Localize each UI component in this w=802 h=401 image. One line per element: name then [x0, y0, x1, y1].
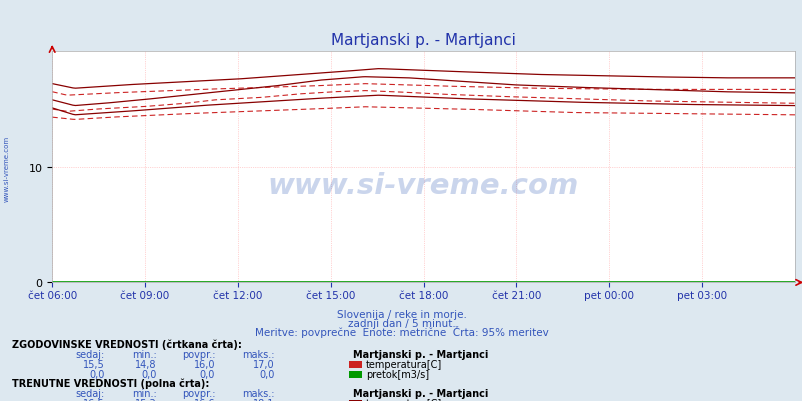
Text: www.si-vreme.com: www.si-vreme.com	[3, 136, 10, 201]
Text: 0,0: 0,0	[259, 369, 274, 379]
Text: 16,6: 16,6	[193, 398, 215, 401]
Text: sedaj:: sedaj:	[75, 349, 104, 359]
Text: 15,5: 15,5	[83, 359, 104, 369]
Text: zadnji dan / 5 minut.: zadnji dan / 5 minut.	[347, 318, 455, 328]
Text: ZGODOVINSKE VREDNOSTI (črtkana črta):: ZGODOVINSKE VREDNOSTI (črtkana črta):	[12, 338, 241, 349]
Text: 0,0: 0,0	[200, 369, 215, 379]
Text: maks.:: maks.:	[242, 349, 274, 359]
Text: Martjanski p. - Martjanci: Martjanski p. - Martjanci	[353, 388, 488, 398]
Text: 0,0: 0,0	[89, 369, 104, 379]
Title: Martjanski p. - Martjanci: Martjanski p. - Martjanci	[330, 33, 516, 48]
Text: povpr.:: povpr.:	[181, 349, 215, 359]
Text: min.:: min.:	[132, 388, 156, 398]
Text: www.si-vreme.com: www.si-vreme.com	[268, 172, 578, 200]
Text: sedaj:: sedaj:	[75, 388, 104, 398]
Text: povpr.:: povpr.:	[181, 388, 215, 398]
Text: 15,3: 15,3	[135, 398, 156, 401]
Text: 18,1: 18,1	[253, 398, 274, 401]
Text: 16,5: 16,5	[83, 398, 104, 401]
Text: TRENUTNE VREDNOSTI (polna črta):: TRENUTNE VREDNOSTI (polna črta):	[12, 377, 209, 388]
Text: temperatura[C]: temperatura[C]	[366, 398, 442, 401]
Text: temperatura[C]: temperatura[C]	[366, 359, 442, 369]
Text: Slovenija / reke in morje.: Slovenija / reke in morje.	[336, 309, 466, 319]
Text: maks.:: maks.:	[242, 388, 274, 398]
Text: min.:: min.:	[132, 349, 156, 359]
Text: 16,0: 16,0	[193, 359, 215, 369]
Text: pretok[m3/s]: pretok[m3/s]	[366, 369, 429, 379]
Text: 0,0: 0,0	[141, 369, 156, 379]
Text: 14,8: 14,8	[135, 359, 156, 369]
Text: Meritve: povprečne  Enote: metrične  Črta: 95% meritev: Meritve: povprečne Enote: metrične Črta:…	[254, 326, 548, 338]
Text: Martjanski p. - Martjanci: Martjanski p. - Martjanci	[353, 349, 488, 359]
Text: 17,0: 17,0	[253, 359, 274, 369]
